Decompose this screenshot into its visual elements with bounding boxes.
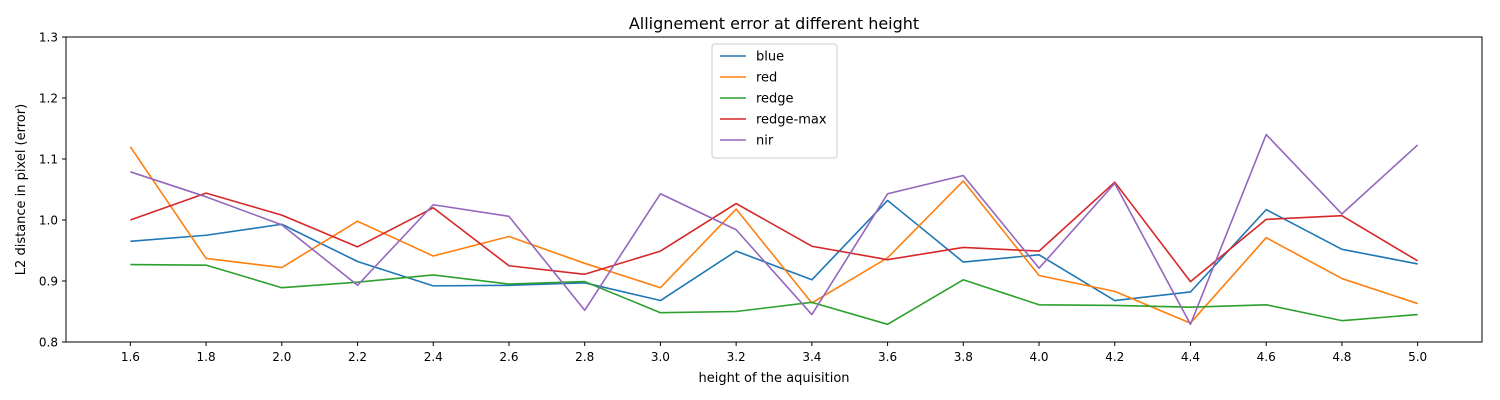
x-tick-label: 3.6 (878, 350, 897, 364)
plot-border (65, 36, 1483, 343)
x-tick-label: 4.6 (1257, 350, 1276, 364)
y-tick-label: 0.9 (39, 275, 58, 289)
x-tick-label: 3.0 (651, 350, 670, 364)
y-tick-label: 0.8 (39, 336, 58, 350)
x-tick-label: 3.2 (727, 350, 746, 364)
x-tick-label: 1.6 (121, 350, 140, 364)
series-line-red (129, 146, 1418, 324)
x-tick-label: 4.2 (1105, 350, 1124, 364)
x-tick-label: 5.0 (1408, 350, 1427, 364)
legend: blue red redge redge-max nir (711, 43, 838, 159)
x-tick-label: 4.0 (1029, 350, 1048, 364)
legend-label-redge-max: redge-max (756, 113, 827, 128)
legend-box (711, 43, 838, 159)
x-tick-label: 3.4 (802, 350, 821, 364)
y-axis: 0.8 0.9 1.0 1.1 1.2 1.3 (39, 31, 66, 350)
x-tick-label: 3.8 (954, 350, 973, 364)
chart-title: Allignement error at different height (629, 14, 919, 33)
series-line-blue (130, 199, 1418, 302)
y-tick-label: 1.3 (39, 31, 58, 45)
series-line-redge-max (130, 181, 1419, 283)
y-axis-label: L2 distance in pixel (error) (14, 104, 29, 275)
series-line-nir (130, 133, 1419, 326)
x-tick-label: 2.6 (499, 350, 518, 364)
x-tick-label: 2.0 (272, 350, 291, 364)
legend-label-redge: redge (756, 92, 794, 107)
series-lines (129, 133, 1419, 326)
x-axis-label: height of the aquisition (698, 371, 849, 386)
x-axis: 1.6 1.8 2.0 2.2 2.4 2.6 2.8 3.0 3.2 3.4 3.6 3.8 4.0 4… (121, 342, 1427, 364)
y-tick-label: 1.0 (39, 214, 58, 228)
y-tick-label: 1.2 (39, 92, 58, 106)
x-tick-label: 4.8 (1332, 350, 1351, 364)
x-tick-label: 2.2 (348, 350, 367, 364)
series-line-redge (130, 263, 1418, 326)
x-tick-label: 1.8 (197, 350, 216, 364)
x-tick-label: 4.4 (1181, 350, 1200, 364)
x-tick-label: 2.4 (424, 350, 443, 364)
y-tick-label: 1.1 (39, 153, 58, 167)
legend-label-blue: blue (756, 50, 784, 65)
legend-label-red: red (756, 71, 777, 86)
x-tick-label: 2.8 (575, 350, 594, 364)
legend-label-nir: nir (756, 134, 774, 149)
